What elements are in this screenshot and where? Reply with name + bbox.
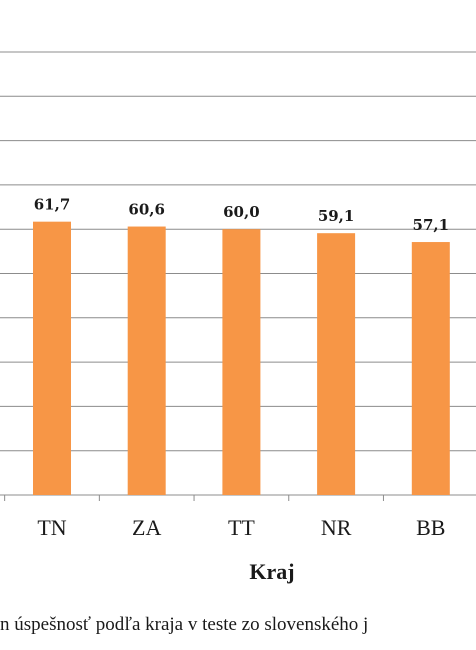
bars (33, 221, 450, 496)
bar-bb (411, 242, 450, 495)
x-tick-label-nr: NR (321, 515, 352, 540)
bar-nr (317, 233, 356, 495)
bar-tn (33, 221, 71, 495)
x-tick-label-tt: TT (228, 515, 255, 540)
figure-caption: n úspešnosť podľa kraja v teste zo slove… (0, 614, 369, 635)
x-tick-label-bb: BB (416, 515, 445, 540)
value-label-bb: 57,1 (413, 216, 450, 234)
x-axis-title: Kraj (249, 559, 294, 584)
value-label-nr: 59,1 (318, 207, 355, 225)
value-label-tn: 61,7 (34, 196, 71, 214)
x-tick-label-za: ZA (132, 515, 161, 540)
bar-tt (222, 229, 261, 495)
value-label-tt: 60,0 (223, 203, 260, 221)
bar-za (127, 226, 166, 496)
x-tick-label-tn: TN (37, 515, 66, 540)
value-labels: 61,7 60,6 60,0 59,1 57,1 (34, 196, 449, 234)
x-tick-labels: TN ZA TT NR BB (37, 515, 445, 540)
value-label-za: 60,6 (128, 201, 165, 219)
